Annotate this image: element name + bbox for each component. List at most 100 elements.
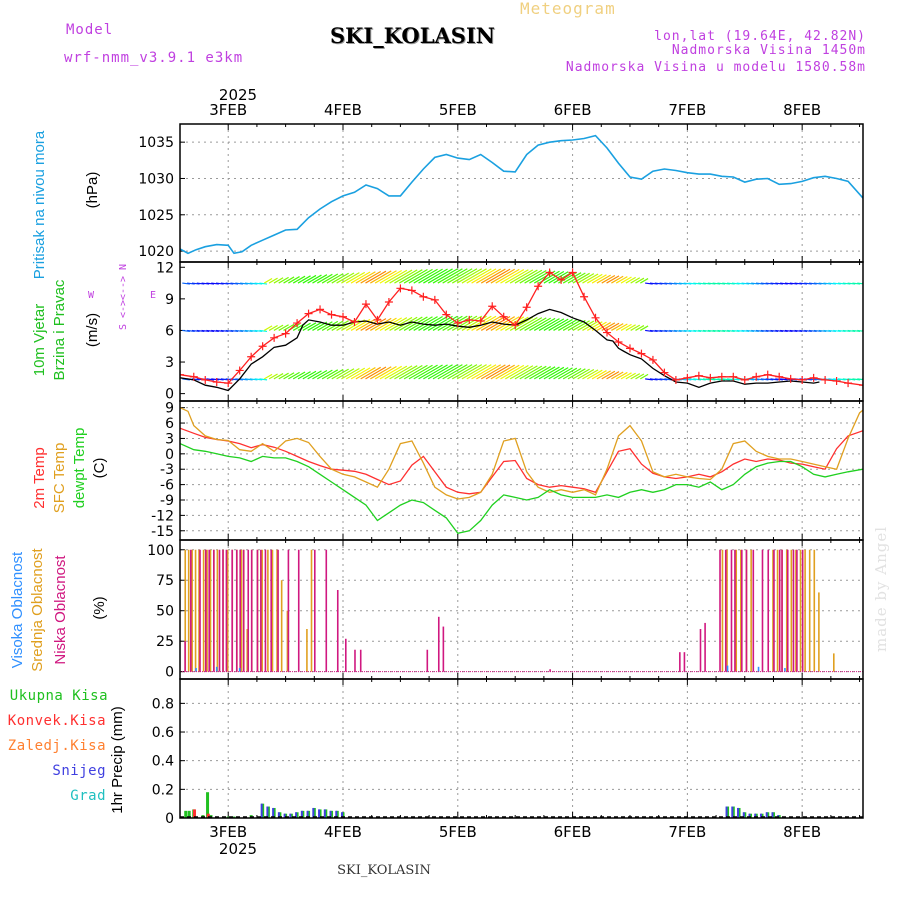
series-mslp xyxy=(180,134,863,255)
bar-niska-oblacnost xyxy=(778,549,781,672)
wind-arrow xyxy=(413,316,438,331)
wind-arrow xyxy=(196,329,205,333)
wind-arrow xyxy=(751,282,759,285)
bar-niska-oblacnost xyxy=(204,549,207,672)
gust-marker xyxy=(591,313,600,322)
gust-marker xyxy=(809,373,818,382)
bar-niska-oblacnost xyxy=(242,549,245,672)
series-2m-temp xyxy=(180,427,863,495)
wind-arrow xyxy=(519,317,543,331)
wind-arrow xyxy=(582,369,599,380)
wind-arrow xyxy=(654,282,663,285)
wind-arrow xyxy=(620,372,632,380)
wind-arrow xyxy=(423,364,448,380)
wind-arrow xyxy=(755,329,764,333)
wind-arrow xyxy=(533,317,556,331)
wind-arrow xyxy=(823,329,832,333)
bar-srednja-oblacnost xyxy=(286,610,289,672)
bottom-date-4feb: 4FEB xyxy=(324,823,362,841)
wind-arrow xyxy=(625,324,636,331)
wind-arrow xyxy=(389,365,413,380)
bar-srednja-oblacnost xyxy=(721,549,724,672)
gust-marker xyxy=(212,378,221,387)
y-tick-label: -3 xyxy=(160,462,174,478)
gust-marker xyxy=(580,292,589,301)
wind-arrow xyxy=(427,364,453,380)
gust-marker xyxy=(361,300,370,309)
bar-niska-oblacnost xyxy=(752,549,755,672)
wind-arrow xyxy=(268,373,278,380)
wind-arrow xyxy=(596,370,611,380)
bar-srednja-oblacnost xyxy=(813,549,816,672)
wind-arrow xyxy=(432,315,458,331)
wind-arrow xyxy=(548,271,569,284)
gust-marker xyxy=(859,381,863,390)
wind-arrow xyxy=(384,269,408,284)
wind-arrow xyxy=(847,282,856,285)
wind-arrow xyxy=(447,268,473,284)
gust-marker xyxy=(499,312,508,321)
wind-direction-key: <--> N W E S <-> xyxy=(88,264,156,330)
wind-arrow xyxy=(341,367,360,380)
wind-arrow xyxy=(717,282,726,285)
wind-arrow xyxy=(196,282,205,285)
wind-arrow xyxy=(780,378,788,381)
gust-marker xyxy=(660,368,669,377)
wind-arrow xyxy=(538,318,560,331)
plot-area xyxy=(180,549,863,673)
gust-marker xyxy=(522,303,531,312)
wind-arrow xyxy=(813,282,822,285)
wind-arrow xyxy=(365,270,387,284)
wind-arrow xyxy=(350,367,371,380)
gust-marker xyxy=(316,305,325,314)
y-tick-label: 12 xyxy=(156,260,174,276)
bar-niska-oblacnost xyxy=(270,549,272,672)
wind-arrow xyxy=(789,282,798,285)
wind-arrow xyxy=(746,282,755,285)
bar-visoka-oblacnost xyxy=(757,666,760,672)
gust-marker xyxy=(614,338,623,347)
wind-arrow xyxy=(480,315,506,331)
wind-key-south: S <-> xyxy=(118,300,129,330)
wind-arrow xyxy=(548,367,569,380)
wind-arrow xyxy=(707,378,716,381)
wind-arrow xyxy=(857,329,863,332)
bar-niska-oblacnost xyxy=(426,649,429,672)
wind-arrow xyxy=(316,321,333,331)
wind-arrow xyxy=(625,276,636,284)
low-cloud-title: Niska Oblacnost xyxy=(52,555,69,665)
wind-arrow xyxy=(413,268,438,284)
bar-srednja-oblacnost xyxy=(795,549,797,672)
y-tick-label: 0 xyxy=(165,811,174,827)
wind-arrow xyxy=(673,329,682,333)
wind-arrow xyxy=(215,329,224,333)
wind-arrow xyxy=(635,277,645,284)
wind-arrow xyxy=(408,268,433,284)
wind-arrow xyxy=(553,318,573,331)
gust-marker xyxy=(729,372,738,381)
wind-arrow xyxy=(722,282,730,285)
wind-arrow xyxy=(355,318,376,331)
wind-arrow xyxy=(350,271,371,284)
wind-arrow xyxy=(712,329,721,333)
wind-arrow xyxy=(606,322,620,331)
bottom-date-7feb: 7FEB xyxy=(668,823,706,841)
wind-arrow xyxy=(307,274,322,284)
bar-srednja-oblacnost xyxy=(246,629,249,672)
legend-freezing-precip: Zaledj.Kisa xyxy=(8,738,106,754)
bar-konvek-kisa xyxy=(206,813,210,818)
bar-ukupna-kisa xyxy=(187,810,191,818)
chart-title: SKI_KOLASIN xyxy=(330,23,495,48)
wind-arrow xyxy=(683,329,692,333)
wind-arrow xyxy=(799,282,808,285)
wind-arrow xyxy=(355,367,376,380)
bar-snijeg xyxy=(272,807,275,818)
wind-arrow xyxy=(398,269,423,284)
wind-arrow xyxy=(307,370,322,380)
wind-arrow xyxy=(712,282,721,285)
wind-arrow xyxy=(408,364,433,380)
gust-marker xyxy=(327,310,336,319)
wind-arrow xyxy=(514,269,538,284)
wind-arrow xyxy=(784,282,793,285)
bar-snijeg xyxy=(277,812,280,818)
